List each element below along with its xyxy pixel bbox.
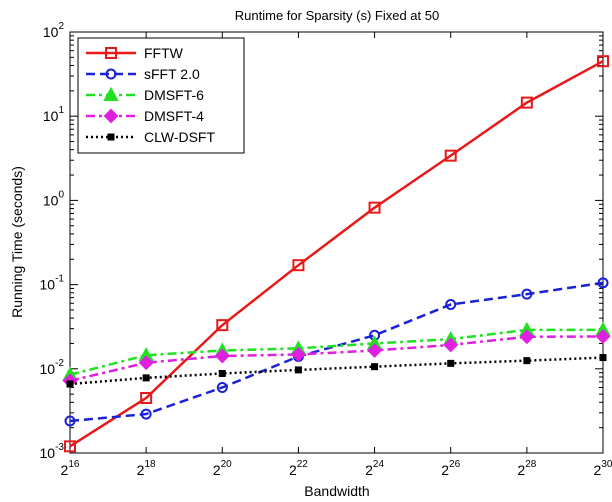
- series-layer: [62, 55, 611, 453]
- series-line: [69, 328, 603, 376]
- data-point: [216, 381, 228, 393]
- x-tick-label: 216: [61, 459, 80, 478]
- data-point: [294, 366, 302, 374]
- data-point: [523, 357, 531, 365]
- series-line: [69, 356, 604, 386]
- data-point: [105, 68, 117, 80]
- y-tick-label: 10-2: [40, 358, 65, 377]
- legend-label: CLW-DSFT: [144, 129, 215, 145]
- x-tick-label: 218: [137, 459, 156, 478]
- data-point: [367, 343, 382, 358]
- data-point: [292, 259, 305, 272]
- data-point: [521, 288, 533, 300]
- series-line: [69, 335, 604, 383]
- data-point: [599, 354, 607, 362]
- data-point: [447, 359, 455, 367]
- y-tick-label: 101: [43, 105, 65, 124]
- legend-label: sFFT 2.0: [144, 66, 200, 82]
- y-tick-label: 10-1: [40, 274, 65, 293]
- data-point: [368, 201, 381, 214]
- x-tick-label: 226: [441, 459, 460, 478]
- data-point: [218, 369, 226, 377]
- data-point: [138, 355, 154, 371]
- x-tick-label: 222: [289, 459, 308, 478]
- x-tick-label: 220: [213, 459, 232, 478]
- legend-item: sFFT 2.0: [86, 66, 200, 82]
- legend-item: FFTW: [86, 45, 184, 61]
- data-point: [214, 348, 230, 364]
- data-point: [595, 329, 611, 344]
- data-point: [103, 86, 119, 101]
- data-point: [64, 440, 76, 453]
- x-tick-label: 224: [365, 459, 384, 478]
- data-point: [216, 319, 229, 332]
- y-tick-label: 102: [43, 21, 65, 40]
- data-point: [371, 363, 379, 371]
- series-clw-dsft: [66, 354, 607, 388]
- y-tick-label: 10-3: [40, 442, 65, 461]
- data-point: [140, 408, 152, 420]
- legend-item: CLW-DSFT: [86, 129, 215, 145]
- x-tick-label: 230: [594, 459, 612, 478]
- data-point: [597, 277, 609, 289]
- series-fftw: [64, 55, 609, 453]
- data-point: [520, 96, 533, 109]
- series-line: [69, 281, 604, 423]
- series-line: [69, 60, 604, 448]
- data-point: [445, 299, 457, 311]
- legend-item: DMSFT-6: [86, 86, 204, 103]
- y-tick-label: 100: [43, 189, 65, 208]
- chart-title: Runtime for Sparsity (s) Fixed at 50: [235, 8, 439, 23]
- x-tick-label: 228: [517, 459, 536, 478]
- data-point: [66, 380, 74, 388]
- legend-item: DMSFT-4: [86, 108, 204, 124]
- axes-layer: 216 218 220 222 224 226 228 230 10-3 10-2 10-1 100 1…: [40, 21, 612, 478]
- data-point: [64, 415, 76, 427]
- data-point: [105, 47, 117, 59]
- data-point: [443, 337, 459, 353]
- data-point: [444, 149, 457, 162]
- legend-label: DMSFT-4: [144, 108, 204, 124]
- y-axis-title: Running Time (seconds): [9, 166, 25, 318]
- data-point: [103, 108, 119, 124]
- data-point: [519, 329, 535, 345]
- legend-label: DMSFT-6: [144, 87, 204, 103]
- data-point: [597, 55, 609, 68]
- x-axis-title: Bandwidth: [304, 483, 369, 499]
- data-point: [107, 133, 115, 141]
- legend-label: FFTW: [144, 45, 184, 61]
- data-point: [142, 374, 150, 382]
- legend: FFTW sFFT 2.0 DMSFT-6 DMSFT-4 CLW-DSFT: [77, 37, 245, 154]
- data-point: [140, 391, 153, 404]
- data-point: [291, 347, 306, 362]
